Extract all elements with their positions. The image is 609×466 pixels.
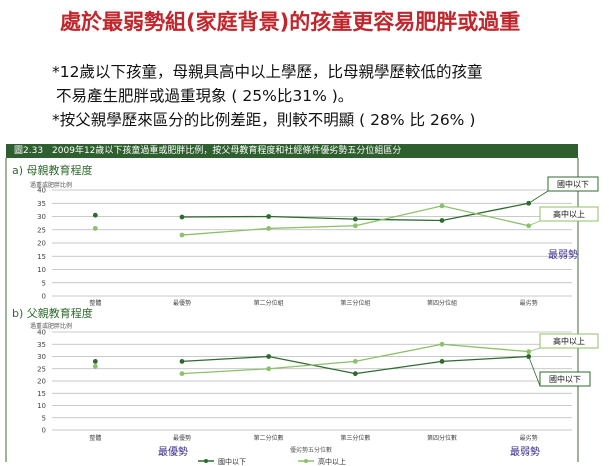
data-point [439,218,445,223]
x-tick-label: 第二分位數 [254,434,284,442]
data-point [439,203,445,209]
x-tick-label: 整體 [89,434,101,442]
data-point [352,223,358,229]
bullet-1-line-1: *12歲以下孩童，母親具高中以上學歷，比母親學歷較低的孩童 [52,63,483,81]
callout-label: 高中以上 [553,336,585,346]
callout-label: 高中以上 [553,209,585,219]
bullet-1-line-2: 不易產生肥胖或過重現象 ( 25%比31% )。 [56,87,354,105]
data-point [92,226,98,231]
data-point [526,349,532,354]
weak-label-a: 最弱勢 [548,248,578,261]
panel-a-ylabel: 過重或肥胖比例 [30,181,72,189]
data-point [179,371,185,377]
y-tick-label: 30 [37,213,46,221]
callout-box [547,176,599,192]
panel-a-plot: 0 5 10 15 20 25 30 35 40 整體 最優勢 第二分位組 第三分位組 第四分位組 最劣勢 國… [37,176,599,307]
panel-a-title: a) 母親教育程度 [12,163,93,177]
x-tick-label: 第三分位組 [340,299,370,307]
y-tick-label: 30 [37,353,46,361]
y-tick-label: 0 [42,293,46,301]
callout-label: 國中以下 [557,179,589,189]
legend-label-dark: 國中以下 [218,457,246,466]
data-point [439,341,445,347]
data-point [179,359,185,364]
x-tick-label: 第三分位數 [340,434,370,442]
y-tick-label: 5 [42,279,46,287]
callout-pointer [528,356,541,387]
x-tick-label: 最劣勢 [520,299,538,307]
y-tick-label: 0 [42,427,46,435]
bottom-axis-title: 優劣勢五分位數 [290,446,332,454]
legend: 國中以下 高中以上 [198,457,346,466]
legend-marker-light [304,459,308,463]
strong-label: 最優勢 [158,445,188,458]
x-tick-label: 第二分位組 [254,299,284,307]
panel-b-ylabel: 過重或肥胖比例 [30,322,72,330]
x-tick-label: 第四分位數 [427,434,457,442]
y-tick-label: 10 [37,402,46,410]
data-point [266,214,272,219]
callout-box [539,371,591,387]
y-tick-label: 40 [37,329,46,337]
y-tick-label: 35 [37,200,46,208]
x-tick-label: 最優勢 [173,434,191,442]
x-tick-label: 最優勢 [173,299,191,307]
data-point [266,354,272,359]
y-tick-label: 20 [37,378,46,386]
figure-header: 圖2.33 2009年12歲以下孩童過重或肥胖比例，按父母教育程度和社經條件優劣… [6,144,578,158]
data-point [266,226,272,231]
data-point [352,371,358,377]
y-tick-label: 35 [37,341,46,349]
bullet-2: *按父親學歷來區分的比例差距，則較不明顯 ( 28% 比 26% ) [52,111,476,129]
data-point [526,200,532,206]
y-tick-label: 25 [37,226,46,234]
y-tick-label: 25 [37,365,46,373]
panel-b-plot: 0 5 10 15 20 25 30 35 40 整體 最優勢 第二分位數 第三分位數 第四分位數 最劣勢 高… [37,329,599,442]
callout-pointer [528,347,541,352]
data-point [526,223,532,229]
data-point [526,354,532,359]
callout-label: 國中以下 [549,374,581,384]
x-tick-label: 第四分位組 [427,299,457,307]
panel-b-title: b) 父親教育程度 [12,306,93,320]
data-point [179,214,185,220]
y-tick-label: 15 [37,253,46,261]
data-point [439,359,445,364]
y-tick-label: 10 [37,266,46,274]
data-point [92,212,98,218]
x-tick-label: 最劣勢 [520,434,538,442]
data-point [179,232,185,238]
weak-label-b: 最弱勢 [510,445,540,458]
callout-box [539,206,599,222]
y-tick-label: 40 [37,187,46,195]
y-tick-label: 15 [37,390,46,398]
data-point [92,363,98,369]
callout-pointer [528,190,549,204]
slide-title: 處於最弱勢組(家庭背景)的孩童更容易肥胖或過重 [60,10,521,34]
y-tick-label: 5 [42,414,46,422]
legend-marker-dark [204,459,208,463]
bullet-list: *12歲以下孩童，母親具高中以上學歷，比母親學歷較低的孩童 不易產生肥胖或過重現… [52,60,482,132]
data-point [92,359,98,364]
callout-box [539,333,599,349]
data-point [352,216,358,222]
x-tick-label: 整體 [89,299,101,307]
callout-pointer [528,220,541,227]
legend-label-light: 高中以上 [318,457,346,466]
data-point [352,359,358,364]
y-tick-label: 20 [37,240,46,248]
data-point [266,366,272,372]
